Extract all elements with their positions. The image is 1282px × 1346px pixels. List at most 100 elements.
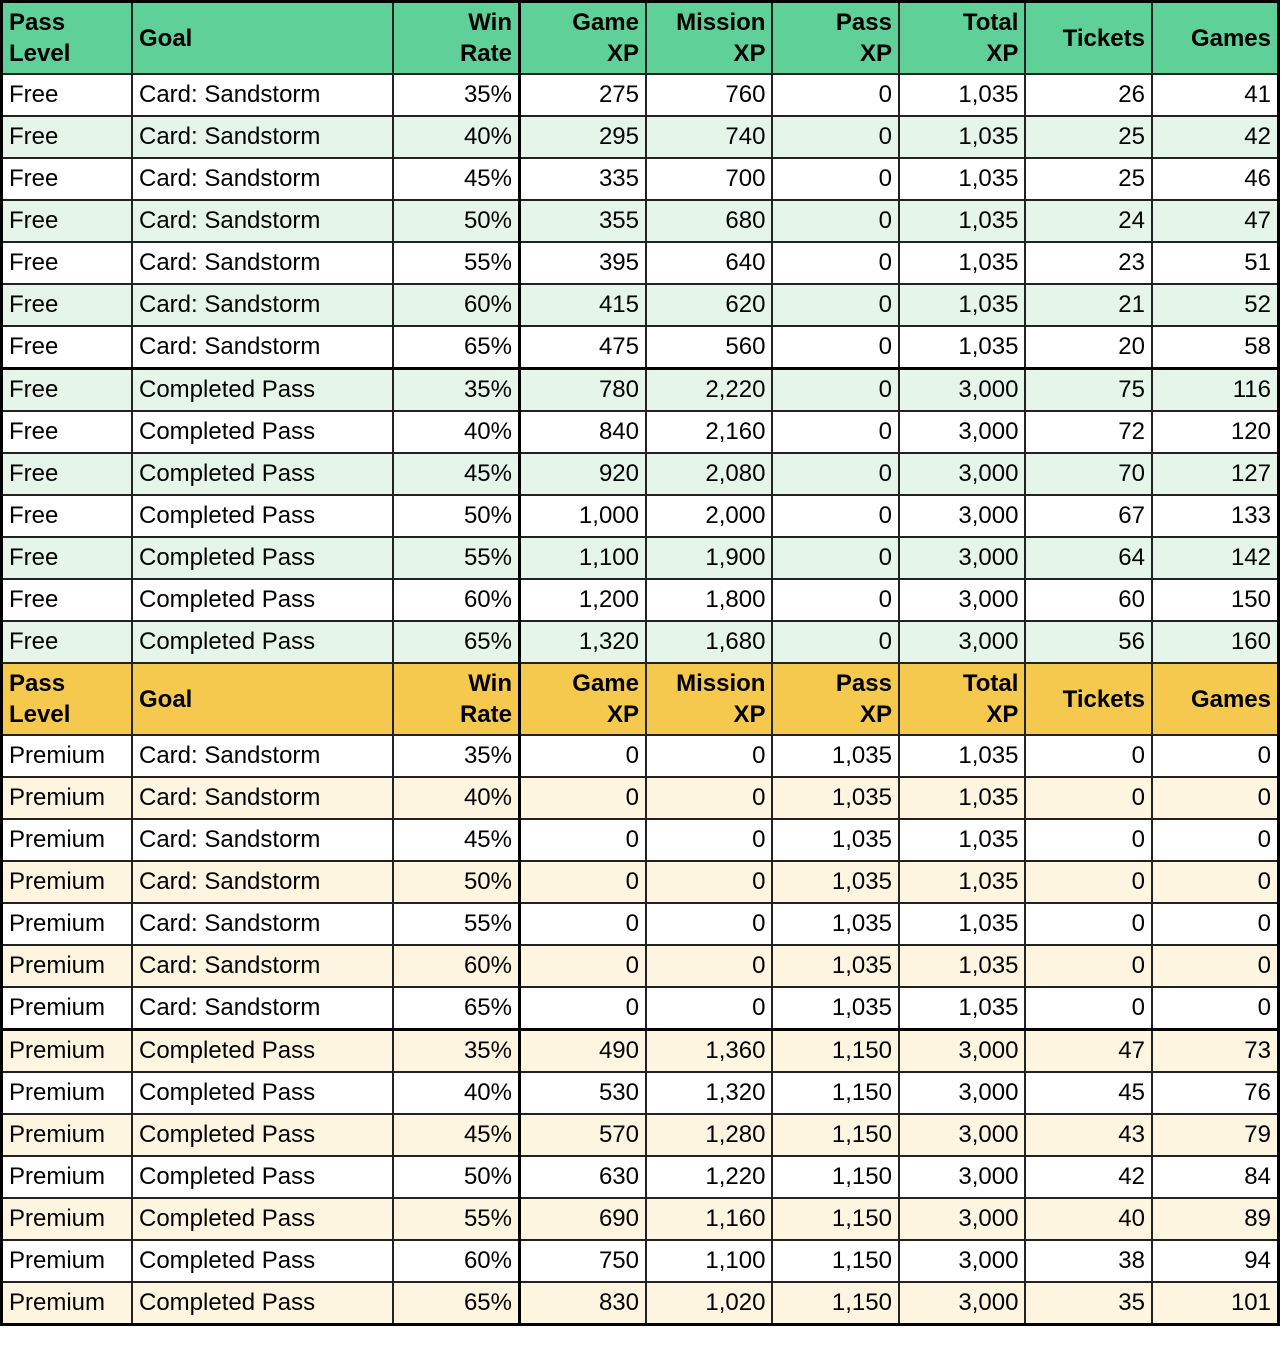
cell: 490 (518, 1028, 647, 1073)
cell: 45% (392, 452, 522, 496)
cell: 0 (771, 241, 900, 285)
cell: Free (0, 283, 133, 327)
cell: 680 (644, 199, 774, 243)
header-cell: Win Rate (392, 662, 522, 736)
cell: 0 (644, 944, 774, 988)
cell: 690 (518, 1197, 647, 1241)
cell: Card: Sandstorm (130, 157, 395, 201)
data-row: Premium Completed Pass 60% 750 1,100 1,150 3,0… (0, 1239, 1280, 1283)
cell: Premium (0, 860, 133, 904)
cell: 21 (1024, 283, 1153, 327)
cell: 35% (392, 1028, 522, 1073)
cell: 1,150 (771, 1113, 900, 1157)
cell: 50% (392, 199, 522, 243)
cell: 45% (392, 818, 522, 862)
data-row: Premium Completed Pass 40% 530 1,320 1,150 3,0… (0, 1071, 1280, 1115)
cell: 20 (1024, 325, 1153, 370)
cell: 640 (644, 241, 774, 285)
data-row: Free Card: Sandstorm 50% 355 680 0 1,035 24 47 (0, 199, 1280, 243)
cell: 1,035 (771, 860, 900, 904)
cell: Completed Pass (130, 620, 395, 664)
cell: 335 (518, 157, 647, 201)
cell: 40% (392, 1071, 522, 1115)
cell: 0 (1150, 986, 1280, 1031)
cell: 0 (644, 734, 774, 778)
cell: 0 (1024, 776, 1153, 820)
header-cell: Total XP (897, 662, 1027, 736)
data-row: Premium Card: Sandstorm 35% 0 0 1,035 1,035 0 0 (0, 734, 1280, 778)
cell: 530 (518, 1071, 647, 1115)
cell: Premium (0, 1155, 133, 1199)
cell: 60% (392, 283, 522, 327)
cell: 560 (644, 325, 774, 370)
cell: 73 (1150, 1028, 1280, 1073)
cell: 45% (392, 1113, 522, 1157)
cell: 0 (518, 818, 647, 862)
cell: 70 (1024, 452, 1153, 496)
cell: 25 (1024, 157, 1153, 201)
cell: Card: Sandstorm (130, 902, 395, 946)
cell: 0 (771, 367, 900, 412)
cell: 2,160 (644, 410, 774, 454)
cell: Card: Sandstorm (130, 199, 395, 243)
cell: 55% (392, 536, 522, 580)
cell: 0 (771, 115, 900, 159)
cell: 630 (518, 1155, 647, 1199)
cell: 133 (1150, 494, 1280, 538)
cell: 830 (518, 1281, 647, 1326)
cell: 1,035 (897, 902, 1027, 946)
header-cell: Mission XP (644, 0, 774, 75)
cell: 700 (644, 157, 774, 201)
cell: Free (0, 325, 133, 370)
cell: 1,100 (644, 1239, 774, 1283)
cell: 475 (518, 325, 647, 370)
data-row: Free Card: Sandstorm 40% 295 740 0 1,035 25 42 (0, 115, 1280, 159)
cell: 1,035 (771, 986, 900, 1031)
cell: 415 (518, 283, 647, 327)
header-cell: Total XP (897, 0, 1027, 75)
cell: 0 (518, 776, 647, 820)
cell: 920 (518, 452, 647, 496)
cell: 840 (518, 410, 647, 454)
cell: 0 (1150, 860, 1280, 904)
cell: 64 (1024, 536, 1153, 580)
cell: 0 (771, 73, 900, 117)
cell: 60% (392, 578, 522, 622)
cell: Premium (0, 1281, 133, 1326)
header-cell: Mission XP (644, 662, 774, 736)
cell: Card: Sandstorm (130, 776, 395, 820)
cell: Card: Sandstorm (130, 860, 395, 904)
cell: Free (0, 578, 133, 622)
cell: 43 (1024, 1113, 1153, 1157)
cell: 116 (1150, 367, 1280, 412)
cell: Free (0, 73, 133, 117)
cell: 1,035 (897, 986, 1027, 1031)
cell: 26 (1024, 73, 1153, 117)
cell: 60% (392, 1239, 522, 1283)
cell: Card: Sandstorm (130, 73, 395, 117)
cell: 1,035 (897, 157, 1027, 201)
cell: 45% (392, 157, 522, 201)
cell: 65% (392, 620, 522, 664)
data-row: Free Completed Pass 65% 1,320 1,680 0 3,000 56 1… (0, 620, 1280, 664)
cell: Completed Pass (130, 1071, 395, 1115)
data-row: Premium Card: Sandstorm 50% 0 0 1,035 1,035 0 0 (0, 860, 1280, 904)
cell: 3,000 (897, 620, 1027, 664)
data-row: Free Completed Pass 50% 1,000 2,000 0 3,000 67 1… (0, 494, 1280, 538)
cell: Card: Sandstorm (130, 818, 395, 862)
cell: 0 (518, 734, 647, 778)
cell: 1,280 (644, 1113, 774, 1157)
cell: 38 (1024, 1239, 1153, 1283)
cell: 1,035 (771, 734, 900, 778)
cell: 55% (392, 902, 522, 946)
cell: 142 (1150, 536, 1280, 580)
cell: Premium (0, 776, 133, 820)
cell: 1,320 (518, 620, 647, 664)
cell: 740 (644, 115, 774, 159)
cell: 72 (1024, 410, 1153, 454)
data-row: Free Card: Sandstorm 55% 395 640 0 1,035 23 51 (0, 241, 1280, 285)
cell: 0 (1150, 734, 1280, 778)
header-cell: Pass Level (0, 662, 133, 736)
header-cell: Pass XP (771, 0, 900, 75)
